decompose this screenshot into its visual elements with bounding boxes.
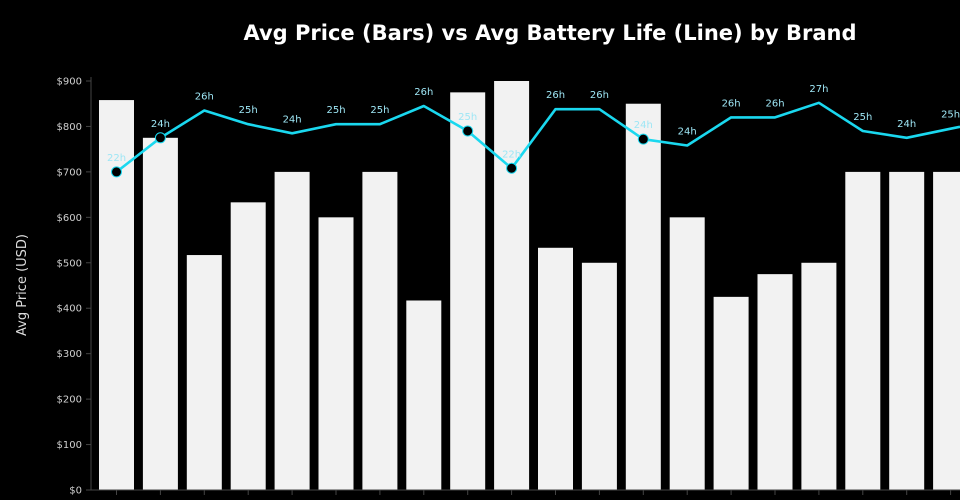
battery-label: 26h (590, 90, 609, 101)
bar (99, 100, 134, 490)
y-tick-label: $100 (57, 440, 82, 451)
highlight-point (154, 132, 166, 144)
y-tick-label: $500 (57, 258, 82, 269)
line-series: 22h 24h 26h 25h 24h 25h 25h 26h 25h 22h 26h 26h 24h 2… (107, 84, 960, 178)
bar (494, 81, 530, 490)
battery-label: 26h (546, 90, 565, 101)
y-tick-label: $300 (57, 349, 82, 360)
battery-line (115, 101, 960, 173)
bar (230, 202, 266, 490)
bar (406, 300, 442, 490)
battery-label: 25h (239, 105, 258, 116)
x-axis (91, 489, 960, 495)
y-tick-label: $0 (69, 486, 82, 497)
bar (713, 296, 749, 490)
battery-label: 25h (326, 105, 345, 116)
bar (889, 171, 925, 490)
y-tick-label: $800 (57, 122, 82, 133)
bar (669, 217, 705, 491)
y-tick-label: $700 (57, 167, 82, 178)
battery-label: 25h (853, 112, 872, 123)
bar-series (99, 81, 960, 491)
bar (581, 262, 617, 490)
highlight-point (462, 125, 474, 137)
bar (801, 262, 837, 490)
bar (757, 274, 793, 490)
battery-label: 25h (370, 105, 389, 116)
battery-label: 24h (151, 119, 170, 130)
bar (845, 171, 881, 490)
battery-label: 25h (458, 112, 477, 123)
battery-label: 26h (722, 98, 741, 109)
bar (274, 171, 310, 490)
battery-label: 25h (941, 110, 960, 121)
bar (186, 255, 222, 490)
y-axis: $0 $100 $200 $300 $400 $500 $600 $700 $800 $900 (57, 77, 92, 497)
battery-label: 22h (502, 149, 521, 160)
highlight-point (111, 166, 122, 178)
bar (933, 171, 960, 490)
bar (142, 137, 178, 491)
chart-title: Avg Price (Bars) vs Avg Battery Life (Li… (243, 21, 856, 45)
battery-label: 26h (414, 87, 433, 98)
highlight-point (637, 133, 649, 145)
bar (538, 247, 573, 490)
battery-label: 26h (765, 98, 784, 109)
battery-label: 24h (283, 114, 302, 125)
y-tick-label: $600 (57, 213, 82, 224)
highlight-point (506, 162, 518, 174)
bar (625, 103, 661, 490)
bar (362, 171, 398, 490)
battery-label: 26h (195, 92, 214, 103)
bar (318, 217, 354, 491)
battery-label: 24h (678, 127, 697, 138)
y-axis-title: Avg Price (USD) (15, 234, 30, 336)
battery-label: 22h (107, 153, 126, 164)
bar (450, 92, 486, 490)
y-tick-label: $400 (57, 304, 82, 315)
battery-label: 24h (897, 119, 916, 130)
battery-label: 24h (634, 120, 653, 131)
y-tick-label: $900 (57, 77, 82, 88)
battery-label: 27h (809, 84, 828, 95)
y-tick-label: $200 (57, 395, 82, 406)
